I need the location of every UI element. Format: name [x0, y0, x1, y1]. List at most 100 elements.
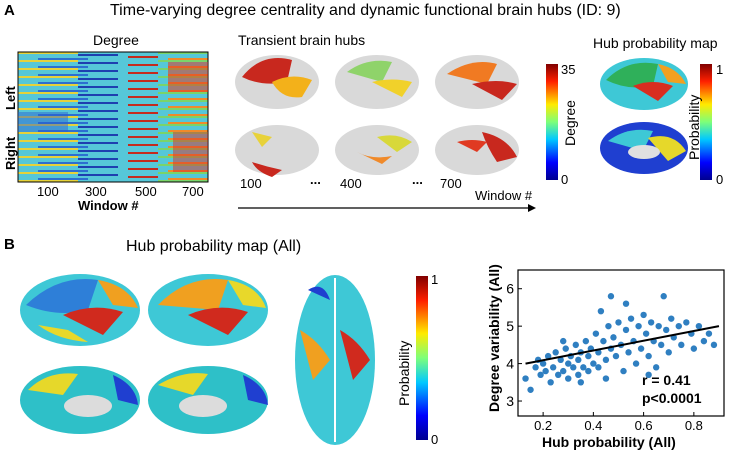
scatter-point — [539, 360, 547, 367]
scatter-point — [544, 352, 552, 360]
degree-xtick: 100 — [37, 184, 59, 199]
scatter-point — [607, 293, 615, 300]
scatter-point — [635, 322, 642, 330]
scatter-point — [705, 330, 713, 337]
scatter-point — [582, 337, 590, 345]
arrow-label: Window # — [475, 188, 533, 203]
transient-brains — [235, 55, 519, 177]
y-tick-label: 4 — [506, 356, 514, 372]
degree-heatmap — [17, 51, 209, 183]
degree-colorbar — [546, 64, 558, 180]
scatter-point — [645, 371, 652, 379]
scatter-point — [537, 371, 544, 379]
scatter-point — [665, 349, 672, 356]
scatter-point — [622, 300, 630, 307]
scatter-point — [565, 360, 572, 367]
scatter-point — [565, 375, 572, 382]
y-tick-label: 3 — [506, 393, 514, 409]
scatter-point — [554, 371, 562, 379]
scatter-point — [552, 349, 559, 356]
scatter-point — [668, 315, 675, 322]
scatter-point — [549, 364, 557, 371]
x-tick-label: 0.6 — [635, 418, 653, 433]
window-label: 400 — [340, 176, 362, 191]
all-colorbar-label: Probability — [396, 340, 412, 406]
scatter-point — [610, 334, 617, 341]
scatter-point — [640, 311, 647, 319]
scatter-point — [577, 379, 585, 386]
hub-map-brains — [600, 58, 688, 174]
scatter-point — [615, 319, 622, 326]
hub-map-colorbar-min: 0 — [716, 172, 724, 187]
degree-xtick: 500 — [135, 184, 157, 199]
scatter-point — [600, 337, 607, 345]
scatter-point — [595, 364, 602, 371]
scatter-point — [647, 319, 655, 326]
scatter-point — [522, 375, 529, 382]
scatter-point — [572, 341, 579, 349]
scatter-point — [602, 375, 610, 382]
scatter-point — [683, 319, 690, 326]
scatter-point — [690, 345, 698, 352]
scatter-point — [575, 371, 582, 379]
degree-xtick: 300 — [85, 184, 107, 199]
scatter-point — [655, 322, 662, 330]
window-label: 100 — [240, 176, 262, 191]
x-tick-label: 0.4 — [584, 418, 602, 433]
panel-a-letter: A — [4, 2, 15, 19]
scatter-point — [675, 322, 682, 330]
scatter-point — [580, 364, 587, 371]
scatter-frame — [517, 269, 725, 417]
degree-colorbar-max: 35 — [561, 62, 576, 77]
y-tick-label: 5 — [506, 318, 514, 334]
scatter-point — [585, 352, 592, 360]
hub-map-colorbar-label: Probability — [686, 94, 702, 160]
brain-all-medial-right — [148, 366, 268, 434]
brain-all-medial-left — [20, 366, 140, 434]
scatter-point — [625, 349, 632, 356]
scatter-point — [612, 352, 620, 360]
degree-xtick: 700 — [182, 184, 204, 199]
degree-heatmap-title: Degree — [93, 32, 139, 48]
scatter-point — [560, 337, 567, 345]
hub-map-title: Hub probability map — [593, 35, 718, 51]
scatter-point — [542, 367, 549, 375]
scatter-point — [547, 379, 554, 386]
hub-map-colorbar — [700, 64, 712, 180]
brain-medial-400 — [335, 125, 419, 175]
all-colorbar-min: 0 — [431, 432, 439, 447]
degree-ylabel-left: Left — [3, 86, 18, 110]
scatter-plot: 0.2 0.4 0.6 0.8 3 4 5 6 — [506, 269, 725, 433]
scatter-point — [622, 326, 630, 334]
scatter-point — [590, 360, 597, 367]
degree-colorbar-label: Degree — [562, 100, 578, 146]
scatter-ylabel: Degree variability (All) — [486, 264, 502, 412]
window-label: 700 — [440, 176, 462, 191]
scatter-point — [602, 356, 610, 364]
scatter-point — [560, 367, 567, 375]
scatter-point — [700, 337, 708, 345]
scatter-point — [592, 330, 600, 337]
panel-b-letter: B — [4, 236, 15, 253]
scatter-point — [620, 367, 627, 375]
degree-colorbar-min: 0 — [561, 172, 569, 187]
brain-all-dorsal — [295, 275, 375, 445]
ellipsis: ... — [412, 172, 423, 187]
all-hub-brains — [20, 274, 375, 445]
scatter-point — [695, 322, 703, 330]
scatter-point — [527, 386, 534, 393]
degree-ylabel-right: Right — [3, 136, 18, 170]
x-tick-label: 0.8 — [685, 418, 703, 433]
hub-map-colorbar-max: 1 — [716, 62, 724, 77]
y-tick-label: 6 — [506, 281, 514, 297]
scatter-p-value: p<0.0001 — [642, 390, 702, 406]
x-tick-label: 0.2 — [534, 418, 552, 433]
scatter-point — [570, 364, 577, 371]
brain-medial-700 — [435, 125, 519, 175]
scatter-point — [710, 341, 718, 349]
scatter-point — [652, 364, 660, 371]
scatter-xlabel: Hub probability (All) — [542, 434, 676, 450]
degree-xlabel: Window # — [78, 198, 139, 213]
fit-line — [525, 325, 720, 365]
brain-lateral-700 — [435, 55, 519, 109]
